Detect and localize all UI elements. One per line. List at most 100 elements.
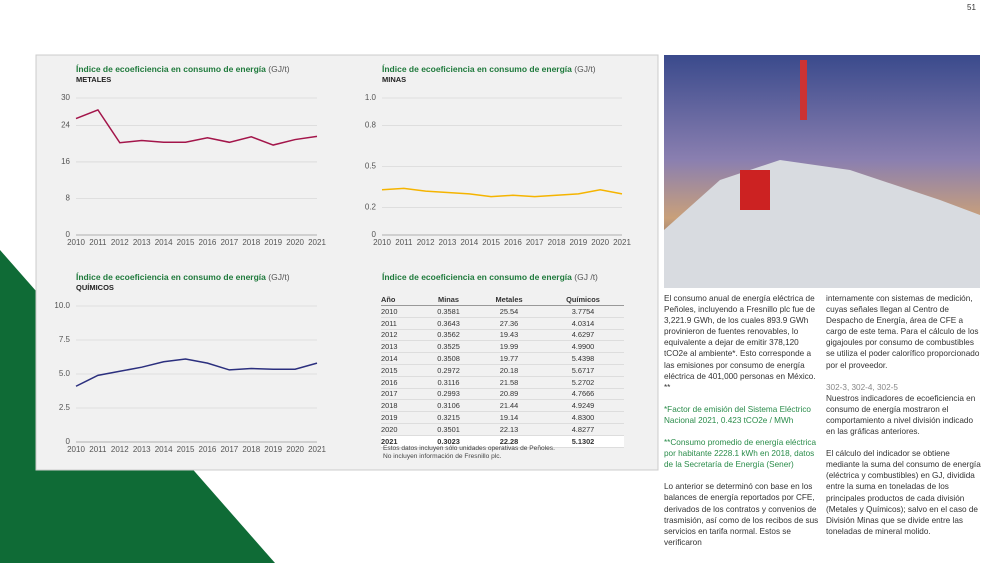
table-cell: 0.3643 — [421, 317, 477, 330]
paragraph: *Factor de emisión del Sistema Eléctrico… — [664, 404, 811, 425]
table-cell: 5.1302 — [542, 435, 624, 448]
y-tick-label: 2.5 — [59, 403, 71, 412]
table-cell: 20.89 — [476, 388, 542, 401]
x-tick-label: 2013 — [133, 238, 151, 247]
table-cell: 2019 — [381, 411, 422, 424]
x-tick-label: 2015 — [177, 238, 195, 247]
paragraph: Nuestros indicadores de ecoeficiencia en… — [826, 393, 976, 437]
paragraph: Lo anterior se determinó con base en los… — [664, 482, 819, 547]
y-tick-label: 0.8 — [365, 121, 377, 130]
table-cell: 2021 — [381, 435, 422, 448]
table-cell: 2012 — [381, 329, 422, 342]
table-row: 2018 0.3106 21.44 4.9249 — [381, 399, 624, 413]
table-cell: 19.77 — [476, 352, 542, 365]
chart-title: Índice de ecoeficiencia en consumo de en… — [76, 64, 290, 84]
x-tick-label: 2020 — [591, 238, 609, 247]
table-row: 2020 0.3501 22.13 4.8277 — [381, 423, 624, 436]
x-tick-label: 2018 — [548, 238, 566, 247]
y-tick-label: 0.2 — [365, 203, 377, 212]
paragraph: 302-3, 302-4, 302-5 — [826, 382, 898, 392]
x-tick-label: 2011 — [395, 238, 413, 247]
y-tick-label: 0 — [66, 230, 71, 239]
table-cell: 4.8277 — [542, 423, 624, 436]
table-row: 2017 0.2993 20.89 4.7666 — [381, 388, 624, 401]
x-tick-label: 2012 — [417, 238, 435, 247]
table-cell: 0.3508 — [421, 352, 477, 365]
x-tick-label: 2010 — [67, 445, 85, 454]
y-tick-label: 7.5 — [59, 335, 71, 344]
unit: (GJ/t) — [574, 64, 596, 74]
table-cell: 0.3501 — [421, 423, 477, 436]
table-cell: 19.14 — [476, 411, 542, 424]
photo-chimney — [800, 60, 807, 120]
x-tick-label: 2014 — [460, 238, 478, 247]
x-tick-label: 2018 — [242, 445, 260, 454]
table-cell: 19.99 — [476, 340, 542, 354]
table-cell: 3.7754 — [542, 305, 624, 318]
paragraph: El consumo anual de energía eléctrica de… — [664, 294, 816, 392]
unit: (GJ /t) — [574, 272, 598, 282]
x-tick-label: 2019 — [264, 445, 282, 454]
x-tick-label: 2020 — [286, 238, 304, 247]
x-tick-label: 2021 — [308, 445, 326, 454]
table-row: 2015 0.2972 20.18 5.6717 — [381, 364, 624, 377]
page-number: 51 — [967, 3, 976, 12]
table-notes: Estos datos incluyen sólo unidades opera… — [383, 445, 555, 461]
table-cell: 4.6297 — [542, 329, 624, 342]
x-tick-label: 2015 — [177, 445, 195, 454]
paragraph: **Consumo promedio de energía eléctrica … — [664, 438, 817, 470]
paragraph: internamente con sistemas de medición, c… — [826, 294, 980, 370]
x-tick-label: 2017 — [526, 238, 544, 247]
table-cell: 4.9900 — [542, 340, 624, 354]
x-tick-label: 2014 — [155, 238, 173, 247]
x-tick-label: 2020 — [286, 445, 304, 454]
x-tick-label: 2016 — [504, 238, 522, 247]
table-cell: 0.3023 — [421, 435, 477, 448]
x-tick-label: 2013 — [133, 445, 151, 454]
y-tick-label: 0.5 — [365, 162, 377, 171]
x-tick-label: 2018 — [242, 238, 260, 247]
table-cell: 20.18 — [476, 364, 542, 377]
x-tick-label: 2021 — [613, 238, 631, 247]
table-cell: 0.2972 — [421, 364, 477, 377]
data-line — [75, 358, 318, 387]
table-cell: 22.13 — [476, 423, 542, 436]
y-tick-label: 1.0 — [365, 93, 377, 102]
x-tick-label: 2014 — [155, 445, 173, 454]
table-cell: 19.43 — [476, 329, 542, 342]
x-tick-label: 2015 — [482, 238, 500, 247]
table-cell: 21.58 — [476, 376, 542, 389]
x-tick-label: 2021 — [308, 238, 326, 247]
header-cell: Minas — [421, 294, 477, 306]
table-cell: 2016 — [381, 376, 422, 389]
title: Índice de ecoeficiencia en consumo de en… — [382, 272, 572, 282]
data-line — [381, 187, 623, 198]
x-tick-label: 2016 — [199, 445, 217, 454]
y-tick-label: 16 — [61, 157, 70, 166]
y-tick-label: 24 — [61, 121, 70, 130]
table-cell: 22.28 — [476, 435, 542, 448]
x-tick-label: 2010 — [67, 238, 85, 247]
header-cell: Año — [381, 294, 422, 306]
chart-title: Índice de ecoeficiencia en consumo de en… — [76, 272, 290, 292]
title: Índice de ecoeficiencia en consumo de en… — [76, 272, 266, 282]
table-cell: 2010 — [381, 305, 422, 318]
table-cell: 2015 — [381, 364, 422, 377]
text-column: internamente con sistemas de medición, c… — [826, 293, 982, 548]
header-cell: Metales — [476, 294, 542, 306]
table-cell: 5.2702 — [542, 376, 624, 389]
table-cell: 25.54 — [476, 305, 542, 318]
y-tick-label: 10.0 — [54, 301, 70, 310]
table-header: Año Minas Metales Químicos — [381, 294, 624, 306]
paragraph: El cálculo del indicador se obtiene medi… — [826, 449, 981, 536]
subtitle: MINAS — [382, 75, 407, 84]
y-tick-label: 0 — [372, 230, 377, 239]
table-cell: 0.3116 — [421, 376, 477, 389]
y-tick-label: 0 — [66, 437, 71, 446]
x-tick-label: 2010 — [373, 238, 391, 247]
table-row: 2014 0.3508 19.77 5.4398 — [381, 352, 624, 365]
photo-logo — [740, 170, 770, 210]
y-tick-label: 8 — [66, 194, 71, 203]
table-row: 2012 0.3562 19.43 4.6297 — [381, 329, 624, 342]
